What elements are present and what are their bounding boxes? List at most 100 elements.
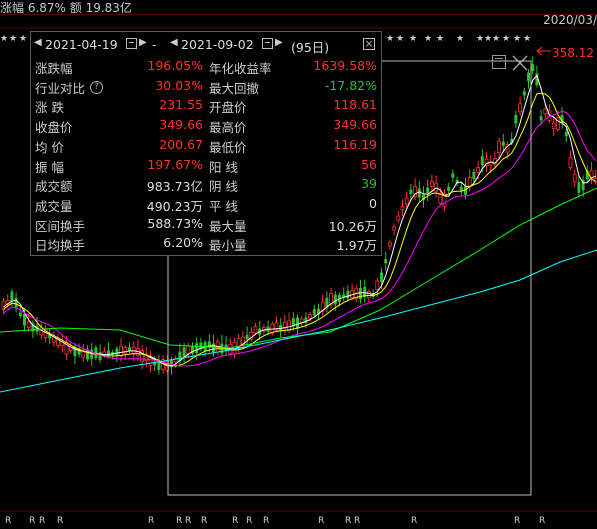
candle-body [199, 342, 203, 350]
end-date-field[interactable]: 2021-09-02 [181, 37, 254, 52]
candle-body [572, 173, 577, 183]
ma5-line [3, 74, 596, 367]
stat-row: 涨跌幅 196.05% 年化收益率 1639.58% [31, 57, 381, 77]
r-marker: R [345, 516, 352, 526]
stat-value: 30.03% [155, 77, 203, 93]
candle-body [426, 187, 430, 194]
candle-body [539, 116, 543, 121]
candle-body [577, 182, 581, 193]
close-window-icon[interactable] [512, 55, 528, 71]
r-marker: R [201, 516, 208, 526]
candle-body [568, 157, 573, 169]
triangle-right-icon[interactable]: ▶ [275, 37, 283, 48]
r-marker: R [232, 516, 239, 526]
candle-body [261, 327, 266, 332]
stat-label: 最高价 [209, 120, 247, 136]
calendar-icon[interactable] [262, 38, 273, 49]
stat-value: 39 [361, 176, 377, 192]
price-high-arrow-icon [536, 46, 551, 56]
stat-value: 196.05% [147, 58, 203, 73]
ma10-line [3, 92, 596, 367]
candle-body [94, 347, 98, 358]
stat-row: 振 幅 197.67% 阳 线 56 [31, 156, 381, 176]
candle-body [442, 194, 447, 207]
candle-body [543, 108, 548, 115]
candle-body [296, 317, 299, 330]
candle-body [459, 186, 463, 191]
candle-body [178, 351, 182, 362]
candle-body [387, 242, 392, 247]
candle-body [392, 226, 397, 231]
candle-body [291, 318, 295, 327]
r-marker: R [318, 516, 325, 526]
candle-body [535, 73, 539, 86]
ma20-line [3, 110, 597, 367]
candle-body [514, 114, 518, 124]
stat-label: 涨 跌 [35, 100, 64, 116]
triangle-left-icon[interactable]: ◀ [170, 37, 178, 48]
candle-body [73, 346, 77, 357]
stat-row: 收盘价 349.66 最高价 349.66 [31, 116, 381, 136]
star-marker: ★ [523, 34, 532, 44]
restore-window-icon[interactable] [492, 55, 506, 69]
help-icon[interactable]: ? [90, 80, 103, 94]
candle-body [191, 346, 194, 354]
stat-value: 0 [369, 195, 377, 211]
candle-body [409, 189, 413, 194]
quote-header: 涨幅 6.87% 额 19.83亿 [0, 0, 597, 15]
triangle-right-icon[interactable]: ▶ [139, 37, 147, 48]
stat-value: 10.26万 [328, 218, 377, 234]
candle-body [287, 320, 292, 332]
stat-label: 开盘价 [209, 100, 247, 116]
candle-body [81, 349, 86, 358]
candle-body [585, 170, 589, 180]
candle-body [148, 357, 153, 366]
candle-body [123, 347, 128, 354]
star-marker: ★ [9, 34, 18, 44]
stat-value: 588.73% [147, 215, 203, 231]
candle-body [279, 324, 283, 331]
stat-row: 区间换手 588.73% 最大量 10.26万 [31, 215, 381, 235]
candle-body [240, 336, 245, 346]
candle-body [551, 122, 556, 129]
candle-body [153, 361, 157, 366]
stat-label: 收盘价 [35, 120, 73, 136]
candle-body [556, 117, 560, 130]
candle-body [447, 186, 451, 192]
candle-body [359, 287, 362, 300]
candle-body [207, 341, 211, 348]
candle-body [282, 322, 287, 328]
start-date-field[interactable]: 2021-04-19 [45, 37, 118, 52]
close-icon[interactable]: × [363, 37, 375, 50]
date-axis-label: 2020/03/ [543, 13, 597, 27]
candle-body [581, 180, 585, 191]
star-marker: ★ [409, 34, 418, 44]
triangle-left-icon[interactable]: ◀ [34, 37, 42, 48]
candle-body [455, 179, 459, 184]
stat-label: 涨跌幅 [35, 61, 73, 76]
r-marker: R [39, 516, 46, 526]
r-marker: R [411, 516, 418, 526]
stat-value: 116.19 [333, 136, 377, 152]
star-marker: ★ [424, 34, 433, 44]
moving-average-lines [0, 74, 597, 393]
candle-body [317, 308, 320, 315]
stat-value: 490.23万 [146, 198, 203, 214]
r-marker: R [246, 516, 253, 526]
stat-value: 56 [361, 156, 377, 172]
star-marker: ★ [513, 34, 522, 44]
stat-label: 成交量 [35, 198, 73, 214]
r-marker: R [29, 516, 36, 526]
candle-body [363, 287, 367, 298]
stat-value: 231.55 [159, 97, 203, 113]
price-high-label: 358.12 [552, 46, 594, 60]
calendar-icon[interactable] [126, 38, 137, 49]
stat-value: 6.20% [163, 235, 203, 251]
candle-body [472, 171, 476, 180]
r-marker: R [263, 516, 270, 526]
star-marker: ★ [396, 34, 405, 44]
candle-body [173, 358, 178, 363]
candle-body [451, 173, 455, 178]
candle-body [531, 64, 535, 71]
candle-body [312, 309, 316, 316]
